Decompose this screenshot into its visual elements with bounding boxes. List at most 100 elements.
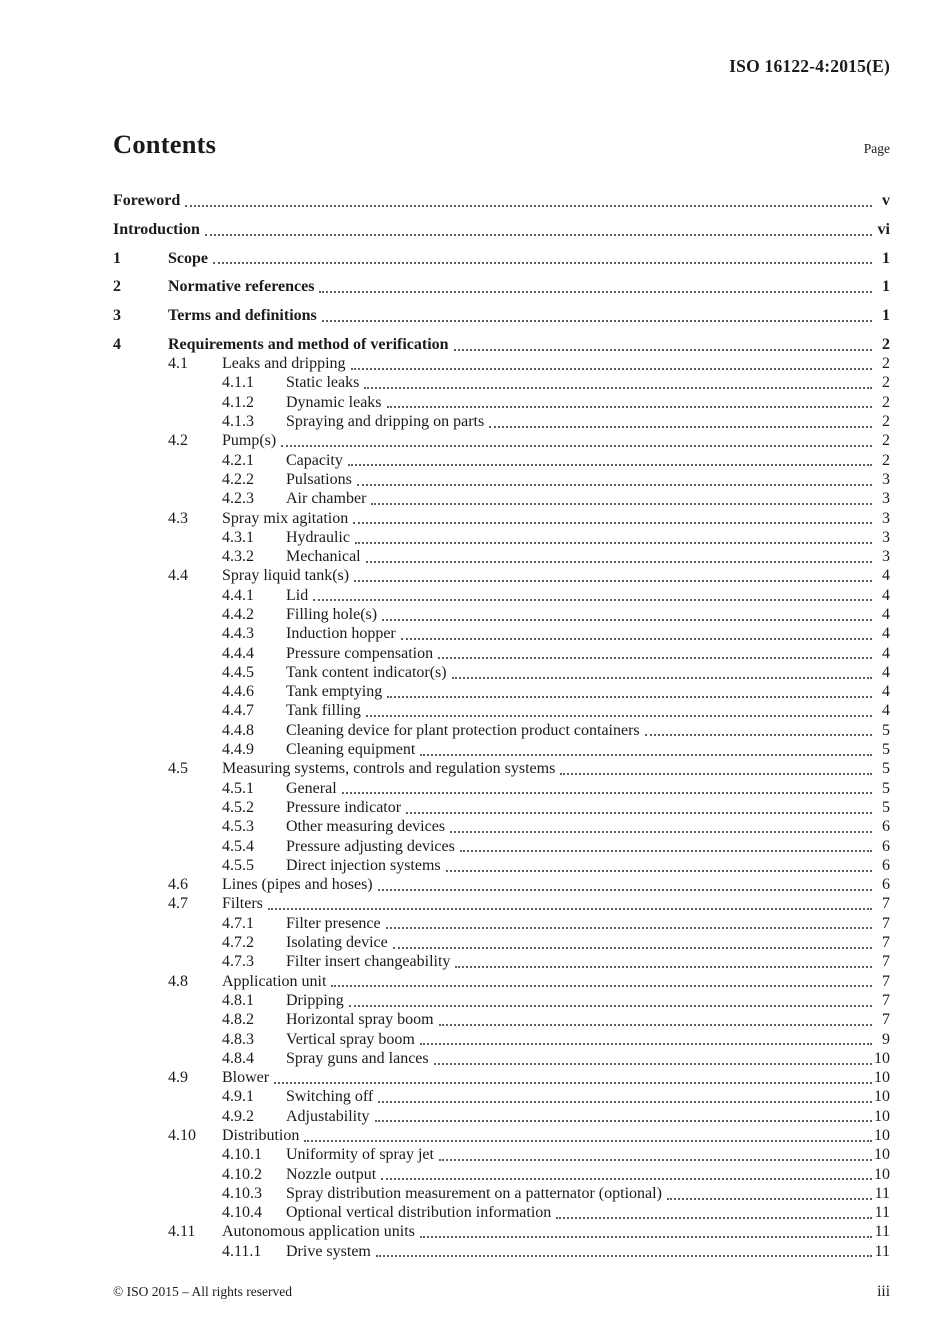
- page-number: iii: [877, 1283, 890, 1300]
- toc-entry: Introduction vi: [113, 220, 890, 239]
- toc-entry: 4.11 Autonomous application units 11: [113, 1222, 890, 1241]
- toc-entry: 4.2 Pump(s) 2: [113, 431, 890, 450]
- toc-entry-number: 4.1.2: [222, 393, 254, 411]
- toc-entry-page: 7: [882, 934, 890, 952]
- toc-leader-dots: [438, 1010, 872, 1026]
- toc-entry: 4.9.2 Adjustability 10: [113, 1107, 890, 1126]
- toc-entry-number: 4.3.1: [222, 528, 254, 546]
- toc-entry: 4.3 Spray mix agitation 3: [113, 509, 890, 528]
- toc-entry-title: Measuring systems, controls and regulati…: [222, 760, 556, 778]
- toc-leader-dots: [382, 605, 872, 621]
- toc-entry: 4.10.4 Optional vertical distribution inf…: [113, 1203, 890, 1222]
- toc-entry-page: 5: [882, 760, 890, 778]
- toc-entry-number: 4.8: [168, 972, 188, 990]
- toc-entry-number: 4.4.5: [222, 663, 254, 681]
- toc-leader-dots: [387, 682, 872, 698]
- toc-entry-page: 3: [882, 470, 890, 488]
- toc-entry-number: 4.11.1: [222, 1242, 262, 1260]
- toc-entry-page: 6: [882, 856, 890, 874]
- toc-entry-number: 4.4.7: [222, 702, 254, 720]
- toc-entry: 4.5.3 Other measuring devices 6: [113, 817, 890, 836]
- toc-leader-dots: [331, 972, 872, 988]
- toc-entry-title: Dripping: [286, 991, 344, 1009]
- toc-entry-title: Autonomous application units: [222, 1223, 415, 1241]
- toc-entry-title: Uniformity of spray jet: [286, 1146, 434, 1164]
- toc-entry-title: Dynamic leaks: [286, 393, 382, 411]
- toc-leader-dots: [319, 277, 872, 294]
- toc-leader-dots: [644, 721, 872, 737]
- copyright-notice: © ISO 2015 – All rights reserved: [113, 1284, 292, 1299]
- toc-entry-title: Normative references: [168, 278, 315, 296]
- toc-entry-page: 7: [882, 895, 890, 913]
- toc-entry-title: Scope: [168, 249, 208, 267]
- toc-entry-number: 4.7.2: [222, 934, 254, 952]
- toc-entry-title: Spray guns and lances: [286, 1049, 429, 1067]
- toc-entry-title: Terms and definitions: [168, 307, 317, 325]
- toc-entry-page: 2: [882, 432, 890, 450]
- toc-entry: 4.4.3 Induction hopper 4: [113, 624, 890, 643]
- toc-entry-page: 6: [882, 818, 890, 836]
- toc-entry-number: 4.3.2: [222, 548, 254, 566]
- toc-leader-dots: [556, 1203, 872, 1219]
- toc-leader-dots: [438, 1145, 872, 1161]
- toc-entry-number: 4.4.4: [222, 644, 254, 662]
- toc-entry: 4.7 Filters 7: [113, 894, 890, 913]
- toc-leader-dots: [356, 470, 872, 486]
- toc-entry-page: 2: [882, 374, 890, 392]
- toc-entry: 4.4 Spray liquid tank(s) 4: [113, 566, 890, 585]
- toc-entry-title: Spray distribution measurement on a patt…: [286, 1184, 662, 1202]
- toc-entry: 4.4.1 Lid 4: [113, 586, 890, 605]
- toc-entry-number: 4.1.1: [222, 374, 254, 392]
- toc-entry-page: 4: [882, 683, 890, 701]
- toc-entry-title: Optional vertical distribution informati…: [286, 1204, 552, 1222]
- toc-entry-number: 4.4.6: [222, 683, 254, 701]
- toc-entry: 4.10.2 Nozzle output 10: [113, 1165, 890, 1184]
- toc-leader-dots: [459, 837, 872, 853]
- toc-leader-dots: [450, 817, 872, 833]
- toc-entry-page: 4: [882, 663, 890, 681]
- toc-entry-number: 4.9: [168, 1069, 188, 1087]
- toc-entry: 4.7.1 Filter presence 7: [113, 914, 890, 933]
- toc-leader-dots: [381, 1165, 872, 1181]
- toc-entry: 4.5.5 Direct injection systems 6: [113, 856, 890, 875]
- toc-leader-dots: [347, 451, 872, 467]
- toc-entry-page: 6: [882, 837, 890, 855]
- document-footer: © ISO 2015 – All rights reserved iii: [113, 1283, 890, 1301]
- toc-entry-title: Spray liquid tank(s): [222, 567, 350, 585]
- toc-entry-number: 4.8.3: [222, 1030, 254, 1048]
- toc-entry-title: Hydraulic: [286, 528, 350, 546]
- toc-entry-page: 10: [874, 1127, 890, 1144]
- toc-entry-number: 4.4.8: [222, 721, 254, 739]
- toc-entry-title: Static leaks: [286, 374, 360, 392]
- toc-entry: 4.2.2 Pulsations 3: [113, 470, 890, 489]
- toc-entry: 4.8 Application unit 7: [113, 972, 890, 991]
- toc-entry: 1 Scope 1: [113, 249, 890, 268]
- toc-entry-title: Spray mix agitation: [222, 509, 349, 527]
- toc-entry-page: 10: [874, 1107, 890, 1125]
- document-header: ISO 16122-4:2015(E): [729, 56, 890, 77]
- toc-entry-title: Lines (pipes and hoses): [222, 876, 373, 894]
- toc-entry-page: 4: [882, 702, 890, 720]
- toc-leader-dots: [354, 528, 872, 544]
- toc-leader-dots: [453, 335, 872, 351]
- toc-entry-page: 6: [882, 876, 890, 894]
- toc-leader-dots: [204, 220, 872, 236]
- toc-entry-title: Introduction: [113, 221, 200, 239]
- toc-entry-title: Distribution: [222, 1127, 300, 1144]
- toc-entry-title: Pressure adjusting devices: [286, 837, 455, 855]
- toc-leader-dots: [213, 249, 872, 265]
- toc-entry-page: 10: [874, 1146, 890, 1164]
- toc-entry-number: 4.2.1: [222, 451, 254, 469]
- toc-entry: 4.1.3 Spraying and dripping on parts 2: [113, 412, 890, 431]
- toc-entry-title: Pulsations: [286, 470, 352, 488]
- toc-entry-number: 4.5: [168, 760, 188, 778]
- toc-leader-dots: [354, 566, 872, 583]
- toc-entry-number: 4.10.4: [222, 1204, 262, 1222]
- toc-entry: 4.4.2 Filling hole(s) 4: [113, 605, 890, 624]
- toc-entry: 4.5 Measuring systems, controls and regul…: [113, 759, 890, 778]
- toc-leader-dots: [560, 759, 872, 776]
- toc-leader-dots: [365, 701, 872, 718]
- toc-entry-title: Other measuring devices: [286, 818, 446, 836]
- toc-entry-number: 4.10: [168, 1127, 196, 1144]
- toc-entry-title: Filters: [222, 895, 263, 913]
